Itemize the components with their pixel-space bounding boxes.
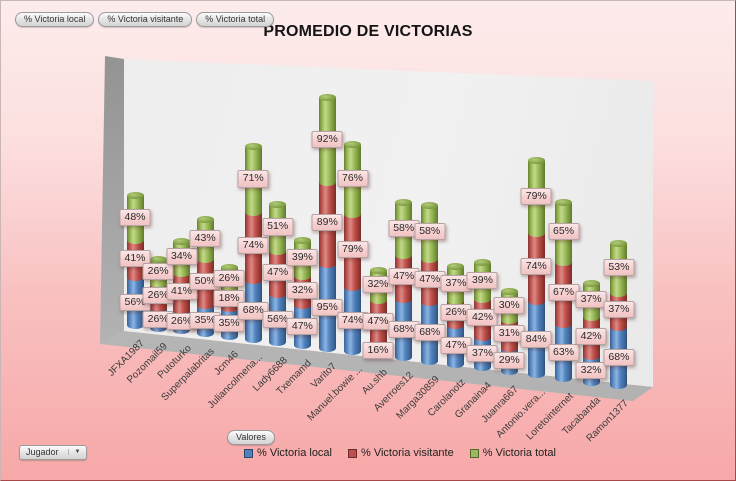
data-label: 76%	[337, 170, 369, 188]
data-label: 26%	[142, 286, 174, 304]
legend-item-1: % Victoria visitante	[348, 447, 454, 459]
data-label: 79%	[337, 241, 369, 259]
data-label: 48%	[119, 208, 151, 226]
data-label: 50%	[189, 272, 221, 290]
data-label: 26%	[142, 262, 174, 280]
data-label: 35%	[213, 314, 245, 332]
legend: % Victoria local % Victoria visitante % Vi…	[244, 447, 556, 459]
data-label: 32%	[575, 361, 607, 379]
data-label: 39%	[286, 249, 318, 267]
bar-column-Manuel.bowie ...	[344, 140, 362, 355]
data-label: 43%	[189, 230, 221, 248]
data-label: 32%	[362, 276, 394, 294]
data-label: 58%	[388, 219, 420, 237]
data-label: 34%	[166, 248, 198, 266]
filter-button-bar: % Victoria local% Victoria visitante% Vi…	[15, 12, 275, 27]
data-label: 63%	[548, 343, 580, 361]
data-label: 84%	[520, 330, 552, 348]
chevron-down-icon: ▼	[67, 449, 80, 455]
filter-button-1[interactable]: % Victoria visitante	[98, 12, 193, 27]
data-label: 92%	[311, 131, 343, 149]
data-label: 68%	[603, 348, 635, 366]
data-label: 65%	[548, 223, 580, 241]
data-label: 58%	[414, 223, 446, 241]
data-label: 37%	[440, 274, 472, 292]
data-label: 37%	[603, 300, 635, 318]
data-label: 47%	[440, 337, 472, 355]
data-label: 68%	[414, 324, 446, 342]
data-label: 74%	[520, 257, 552, 276]
data-label: 71%	[237, 170, 269, 188]
data-label: 39%	[466, 271, 498, 289]
data-label: 29%	[493, 352, 525, 370]
legend-swatch-icon	[469, 448, 479, 458]
data-label: 42%	[575, 327, 607, 345]
data-label: 47%	[286, 318, 318, 336]
legend-label: % Victoria total	[482, 447, 556, 459]
data-label: 79%	[520, 187, 552, 205]
data-label: 18%	[213, 290, 245, 308]
filter-button-2[interactable]: % Victoria total	[196, 12, 275, 27]
data-label: 31%	[493, 324, 525, 342]
jugador-field-label: Jugador	[26, 447, 59, 457]
legend-label: % Victoria visitante	[361, 447, 454, 459]
values-field-button[interactable]: Valores	[227, 430, 275, 445]
legend-item-2: % Victoria total	[469, 447, 556, 459]
data-label: 53%	[603, 259, 635, 277]
data-label: 67%	[548, 284, 580, 302]
data-label: 41%	[166, 282, 198, 300]
data-label: 37%	[575, 291, 607, 309]
data-label: 74%	[337, 311, 369, 329]
filter-button-0[interactable]: % Victoria local	[15, 12, 95, 27]
data-label: 47%	[388, 268, 420, 286]
data-label: 26%	[213, 270, 245, 288]
data-label: 41%	[119, 249, 151, 267]
legend-swatch-icon	[348, 448, 357, 458]
data-label: 47%	[362, 312, 394, 330]
data-label: 89%	[311, 214, 343, 232]
data-label: 16%	[362, 341, 394, 359]
legend-swatch-icon	[244, 448, 253, 458]
data-label: 47%	[262, 263, 294, 281]
legend-label: % Victoria local	[257, 447, 332, 459]
data-label: 32%	[286, 281, 318, 299]
jugador-field-button[interactable]: Jugador ▼	[19, 445, 88, 460]
data-label: 56%	[262, 310, 294, 328]
data-label: 42%	[466, 308, 498, 326]
data-label: 51%	[262, 218, 294, 236]
data-label: 37%	[466, 345, 498, 363]
data-label: 68%	[237, 302, 269, 320]
chart-title: PROMEDIO DE VICTORIAS	[263, 23, 473, 40]
data-label: 95%	[311, 299, 343, 317]
data-label: 30%	[493, 296, 525, 314]
data-label: 26%	[142, 310, 174, 328]
data-label: 74%	[237, 237, 269, 255]
data-label: 26%	[166, 313, 198, 331]
legend-item-0: % Victoria local	[244, 447, 332, 459]
data-label: 26%	[440, 303, 472, 321]
